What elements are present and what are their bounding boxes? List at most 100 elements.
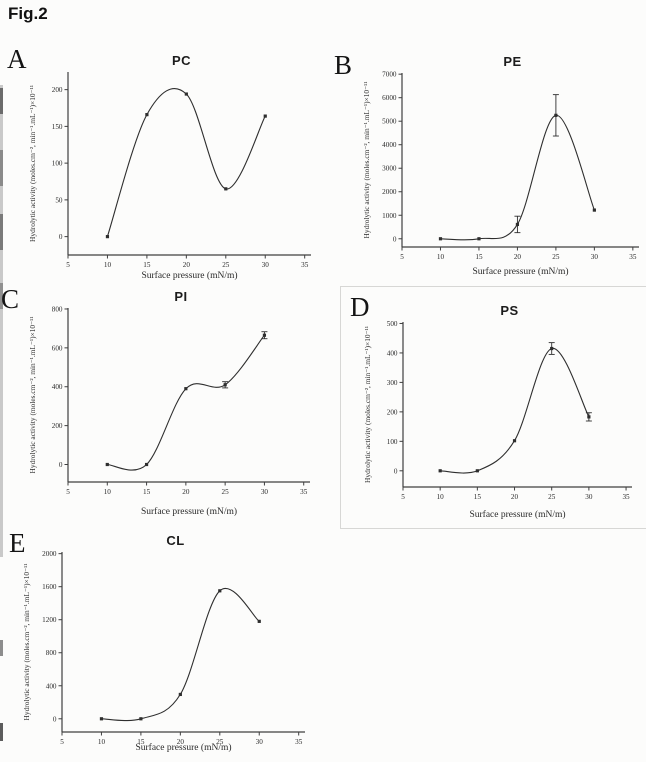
svg-text:3000: 3000 — [382, 165, 397, 173]
svg-text:7000: 7000 — [382, 71, 397, 79]
svg-text:600: 600 — [52, 344, 63, 352]
svg-text:35: 35 — [622, 493, 630, 501]
svg-text:20: 20 — [182, 488, 190, 496]
svg-text:400: 400 — [52, 383, 63, 391]
svg-text:20: 20 — [183, 261, 191, 269]
svg-text:5: 5 — [66, 261, 70, 269]
svg-text:10: 10 — [104, 261, 112, 269]
svg-text:25: 25 — [552, 253, 560, 261]
svg-text:15: 15 — [137, 738, 145, 746]
scan-edge-mark — [0, 723, 3, 741]
scan-edge-strip — [0, 85, 3, 557]
svg-text:2000: 2000 — [42, 550, 57, 558]
x-axis-label: Surface pressure (mN/m) — [141, 506, 237, 517]
x-axis-label: Surface pressure (mN/m) — [469, 509, 565, 520]
svg-text:15: 15 — [143, 488, 151, 496]
scan-edge-mark — [0, 150, 3, 186]
svg-text:100: 100 — [52, 160, 63, 168]
svg-text:25: 25 — [216, 738, 224, 746]
panel-letter-d: D — [350, 292, 370, 322]
svg-text:2000: 2000 — [382, 188, 397, 196]
chart-ps: 5 10 15 20 25 30 35 0 100 200 300 400 500 PS Surface p… — [363, 303, 632, 520]
scan-edge-mark — [0, 640, 3, 656]
axes — [58, 552, 305, 736]
svg-text:35: 35 — [295, 738, 303, 746]
y-axis-label: Hydrolytic activity (moles.cm⁻², min⁻¹.m… — [28, 317, 37, 474]
chart-labels: PE Surface pressure (mN/m) Hydrolytic acti… — [362, 54, 569, 277]
tick-labels: 5 10 15 20 25 30 35 0 400 800 1200 1600 2000 — [42, 550, 303, 746]
chart-pi: 5 10 15 20 25 30 35 0 200 400 600 800 PI Surface pres… — [28, 289, 310, 517]
svg-text:5000: 5000 — [382, 118, 397, 126]
svg-text:0: 0 — [59, 233, 63, 241]
svg-text:35: 35 — [629, 253, 637, 261]
tick-labels: 5 10 15 20 25 30 35 0 100 200 300 400 500 — [387, 320, 630, 501]
data-curve — [106, 88, 266, 237]
chart-labels: PC Surface pressure (mN/m) Hydrolytic acti… — [28, 53, 238, 281]
x-axis-label: Surface pressure (mN/m) — [141, 270, 237, 281]
svg-text:800: 800 — [52, 305, 63, 313]
chart-title: PC — [172, 53, 191, 68]
svg-text:100: 100 — [387, 438, 398, 446]
data-curve — [440, 114, 595, 241]
data-markers — [99, 589, 261, 721]
svg-text:10: 10 — [98, 738, 106, 746]
svg-text:5: 5 — [60, 738, 64, 746]
svg-text:30: 30 — [261, 488, 269, 496]
axes — [64, 308, 310, 486]
svg-text:6000: 6000 — [382, 94, 397, 102]
data-markers — [105, 333, 267, 467]
tick-labels: 5 10 15 20 25 30 35 0 50 100 150 200 — [52, 86, 309, 269]
svg-text:10: 10 — [437, 253, 445, 261]
axes — [398, 73, 639, 251]
panel-d-frame — [340, 286, 646, 529]
svg-text:50: 50 — [55, 196, 63, 204]
figure-label: Fig.2 — [8, 4, 48, 23]
svg-text:35: 35 — [300, 488, 308, 496]
svg-text:35: 35 — [301, 261, 309, 269]
svg-text:15: 15 — [143, 261, 151, 269]
svg-text:800: 800 — [46, 649, 57, 657]
svg-text:150: 150 — [52, 123, 63, 131]
chart-title: PE — [503, 54, 521, 69]
chart-pc: 5 10 15 20 25 30 35 0 50 100 150 200 PC Surface press… — [28, 53, 311, 281]
svg-text:15: 15 — [475, 253, 483, 261]
svg-text:1600: 1600 — [42, 583, 57, 591]
svg-text:200: 200 — [52, 86, 63, 94]
axes — [399, 322, 632, 491]
chart-title: PS — [500, 303, 518, 318]
svg-text:500: 500 — [387, 320, 398, 328]
data-curve — [107, 334, 265, 471]
svg-text:25: 25 — [222, 488, 230, 496]
chart-title: CL — [166, 533, 184, 548]
data-markers — [438, 346, 591, 473]
x-axis-label: Surface pressure (mN/m) — [472, 266, 568, 277]
scan-edge-mark — [0, 88, 3, 114]
svg-text:20: 20 — [177, 738, 185, 746]
svg-text:20: 20 — [511, 493, 519, 501]
data-curve — [440, 347, 590, 474]
svg-text:30: 30 — [591, 253, 599, 261]
svg-text:10: 10 — [437, 493, 445, 501]
svg-text:300: 300 — [387, 379, 398, 387]
chart-cl: 5 10 15 20 25 30 35 0 400 800 1200 1600 2000 CL Surfac… — [22, 533, 305, 753]
svg-text:0: 0 — [59, 461, 63, 469]
chart-labels: PI Surface pressure (mN/m) Hydrolytic acti… — [28, 289, 237, 517]
svg-text:5: 5 — [400, 253, 404, 261]
svg-text:5: 5 — [66, 488, 70, 496]
scan-edge-mark — [0, 214, 3, 250]
svg-text:0: 0 — [53, 715, 57, 723]
svg-text:0: 0 — [393, 235, 397, 243]
svg-text:400: 400 — [387, 349, 398, 357]
svg-text:5: 5 — [401, 493, 405, 501]
chart-pe: 5 10 15 20 25 30 35 0 1000 2000 3000 4000 5000 6000 70… — [362, 54, 639, 277]
panel-letter-e: E — [9, 528, 26, 558]
axes — [64, 72, 311, 259]
chart-title: PI — [174, 289, 187, 304]
svg-text:30: 30 — [256, 738, 264, 746]
data-markers — [438, 113, 596, 241]
svg-text:10: 10 — [104, 488, 112, 496]
panel-letter-b: B — [334, 50, 353, 80]
svg-text:30: 30 — [262, 261, 270, 269]
panel-letter-c: C — [1, 284, 20, 314]
chart-labels: PS Surface pressure (mN/m) Hydrolytic acti… — [363, 303, 566, 520]
